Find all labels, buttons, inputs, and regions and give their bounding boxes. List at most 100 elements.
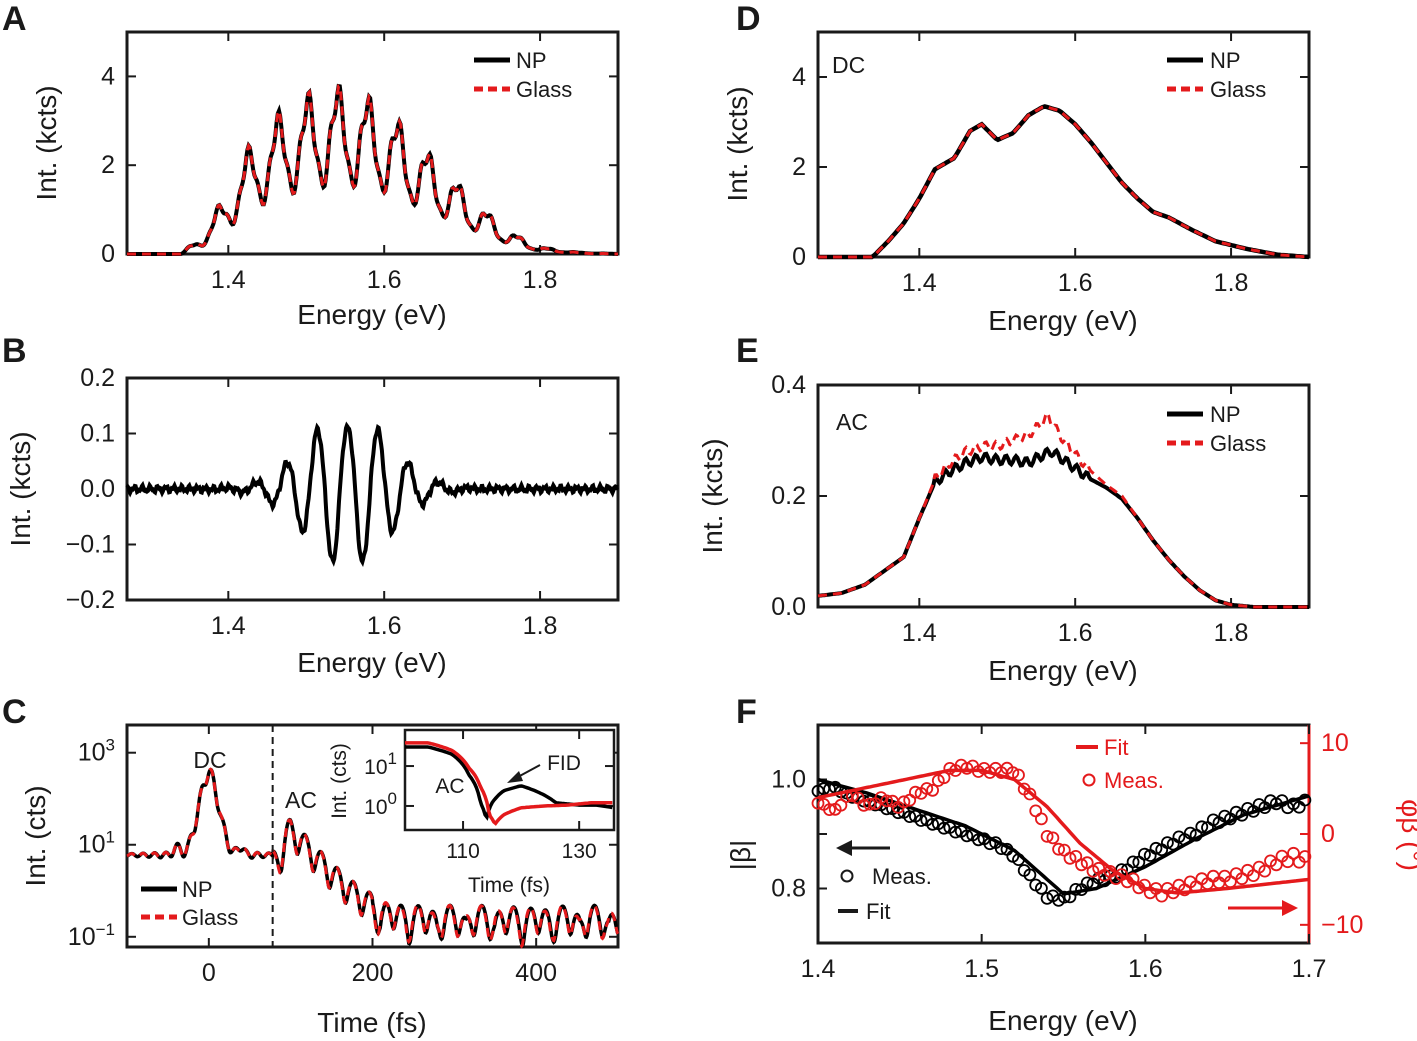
y-tick-label: 100 <box>364 789 397 819</box>
y-tick-label: 101 <box>364 749 397 779</box>
phi-meas-point <box>1040 830 1054 843</box>
glass-time-trace <box>126 767 620 949</box>
np-difference-line <box>125 421 619 568</box>
phi-meas-point <box>1075 858 1088 872</box>
beta-meas-point <box>1161 836 1174 849</box>
inset-xlabel: Time (fs) <box>468 874 550 897</box>
x-tick-label: 1.6 <box>367 266 402 294</box>
phi-meas-point <box>960 761 974 775</box>
beta-meas-point <box>1057 890 1071 904</box>
y-tick-label: 0.8 <box>771 875 806 903</box>
x-tick-label: 1.4 <box>211 266 246 294</box>
inset-fid-annotation: FID <box>547 752 581 775</box>
panel-f: F 1.4 1.5 1.6 1.7 0.8 1.0 −10 0 10 Energy (eV) |… <box>725 693 1417 1036</box>
beta-meas-point <box>1183 826 1197 840</box>
phi-meas-point <box>1269 858 1283 872</box>
y-tick-label: −0.2 <box>66 586 115 614</box>
x-tick-label: 1.6 <box>1058 269 1093 297</box>
x-tick-label: 130 <box>562 840 597 863</box>
phi-meas-point <box>1023 787 1037 801</box>
panel-e-legend: NP Glass <box>1167 402 1266 456</box>
beta-meas-point <box>949 825 962 839</box>
panel-f-ylabel-left: |β| <box>725 840 756 871</box>
panel-f-ylabel-right: φβ (°) <box>1396 799 1417 871</box>
y-tick-label: 4 <box>101 62 115 90</box>
phi-meas-point <box>1035 812 1048 826</box>
right-arrow-icon <box>1282 900 1298 916</box>
panel-a-legend: NP Glass <box>474 48 572 102</box>
x-tick-label: 1.6 <box>1128 955 1163 983</box>
fid-arrow-icon <box>507 771 523 783</box>
panel-a-frame <box>125 30 620 256</box>
panel-e-xlabel: Energy (eV) <box>988 655 1137 686</box>
panel-b-xlabel: Energy (eV) <box>297 647 446 678</box>
panel-d-frame <box>816 30 1311 259</box>
phi-meas-point <box>1063 851 1077 865</box>
phi-meas-point <box>943 762 957 775</box>
phi-meas-point <box>1046 831 1060 845</box>
x-tick-label: 0 <box>202 959 216 987</box>
legend-glass-label: Glass <box>1210 431 1266 456</box>
beta-meas-point <box>937 821 951 835</box>
phi-meas-point <box>863 797 876 811</box>
panel-f-letter: F <box>736 693 757 731</box>
phi-meas-point <box>1029 804 1043 818</box>
y-tick-label: −0.1 <box>66 531 115 559</box>
right-y-tick-label: 0 <box>1321 820 1335 848</box>
phi-fit-line <box>817 768 1310 895</box>
panel-a-ylabel: Int. (kcts) <box>31 85 62 200</box>
y-tick-label: 10−1 <box>68 920 115 951</box>
phi-meas-point <box>1287 846 1300 860</box>
legend-glass-label: Glass <box>1210 77 1266 102</box>
y-tick-label: 2 <box>101 151 115 179</box>
x-tick-label: 1.6 <box>1058 619 1093 647</box>
x-tick-label: 1.6 <box>367 612 402 640</box>
phi-meas-point <box>1080 856 1094 870</box>
panel-c-xlabel: Time (fs) <box>317 1007 426 1038</box>
panel-d-legend: NP Glass <box>1167 48 1266 102</box>
phi-meas-point <box>920 782 934 795</box>
x-tick-label: 1.8 <box>523 266 558 294</box>
right-y-tick-label: 10 <box>1321 729 1349 757</box>
panel-d-ylabel: Int. (kcts) <box>722 86 753 201</box>
left-arrow-icon <box>836 840 852 856</box>
y-tick-label: 0 <box>792 243 806 271</box>
panel-d-xlabel: Energy (eV) <box>988 305 1137 336</box>
beta-meas-point <box>1195 820 1209 834</box>
panel-b-letter: B <box>2 332 27 370</box>
beta-meas-point <box>926 817 939 831</box>
beta-meas-point <box>1149 841 1163 855</box>
panel-f-xlabel: Energy (eV) <box>988 1005 1137 1036</box>
y-tick-label: 0.1 <box>80 420 115 448</box>
panel-c-letter: C <box>2 693 27 731</box>
legend-np-label: NP <box>182 877 213 902</box>
legend-fit-label: Fit <box>1104 735 1128 760</box>
legend-meas-marker <box>1082 773 1096 787</box>
beta-meas-point <box>903 810 917 823</box>
np-dc-spectrum-line <box>818 104 1310 260</box>
panel-b: B 1.4 1.6 1.8 −0.2 −0.1 0.0 0.1 0.2 Energy (eV)… <box>2 332 620 678</box>
x-tick-label: 110 <box>446 840 479 863</box>
ac-annotation: AC <box>285 787 317 813</box>
legend-meas-label: Meas. <box>1104 768 1164 793</box>
legend-np-label: NP <box>516 48 547 73</box>
y-tick-label: 1.0 <box>771 766 806 794</box>
panel-e-letter: E <box>736 332 759 370</box>
panel-f-frame <box>816 723 1311 945</box>
x-tick-label: 1.4 <box>801 955 836 983</box>
beta-meas-point <box>1126 855 1140 869</box>
x-tick-label: 400 <box>515 959 557 987</box>
panel-c-inset: 110 130 100 101 AC FID Time (fs) Int. (cts) <box>328 728 616 897</box>
beta-meas-point <box>914 814 928 827</box>
panel-d: D 1.4 1.6 1.8 0 2 4 DC Energy (eV) Int. (kcts… <box>722 0 1311 336</box>
y-tick-label: 103 <box>78 736 115 767</box>
beta-meas-point <box>891 806 905 820</box>
panel-a: A 1.4 1.6 1.8 0 2 4 Energy (eV) Int. (kcts) N… <box>2 0 620 330</box>
legend-np-label: NP <box>1210 48 1241 73</box>
panel-f-legend-right: Fit Meas. <box>1076 735 1164 793</box>
panel-e-ylabel: Int. (kcts) <box>697 438 728 553</box>
y-tick-label: 101 <box>78 828 115 859</box>
panel-d-letter: D <box>736 0 761 38</box>
phi-meas-point <box>926 783 939 797</box>
